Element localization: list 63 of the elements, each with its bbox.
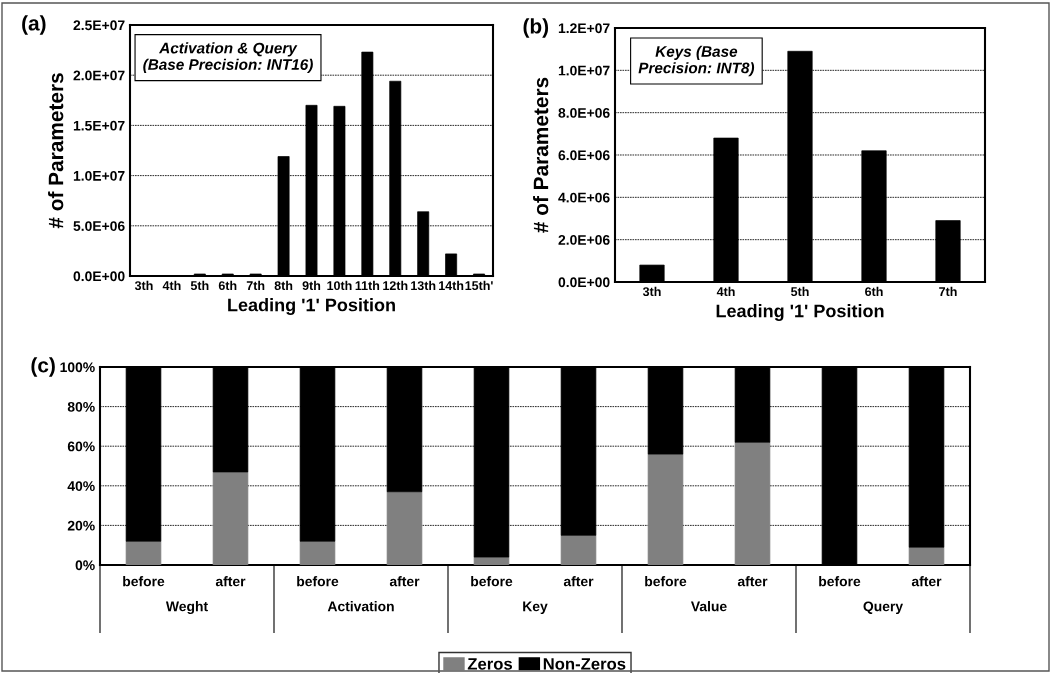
- x-tick-label: after: [737, 576, 768, 587]
- x-tick-label: before: [645, 576, 687, 587]
- text: Value: [690, 601, 727, 612]
- x-tick-label: 7th: [246, 280, 265, 291]
- x-tick-label: 4th: [162, 280, 181, 291]
- legend-label: Non-Zeros: [543, 658, 626, 670]
- x-tick-label: 7th: [939, 286, 957, 297]
- y-axis-title: # of Parameters: [533, 77, 549, 233]
- y-tick-label: 1.0E+07: [73, 170, 125, 181]
- x-tick-label: 13th: [411, 280, 436, 291]
- text: Activation: [327, 601, 394, 612]
- y-tick-label: 0.0E+00: [73, 271, 125, 282]
- y-axis-title: # of Parameters: [48, 73, 64, 229]
- annotation: Activation & Query (Base Precision: INT16): [143, 42, 313, 73]
- x-tick-label: before: [297, 576, 339, 587]
- x-tick-label: after: [563, 576, 594, 587]
- text: Query: [863, 601, 903, 615]
- chart-title: (c): [31, 357, 55, 377]
- x-tick-label: 4th: [716, 286, 735, 297]
- y-tick-label: 1.2E+07: [558, 23, 610, 34]
- x-tick-label: after: [389, 576, 420, 587]
- x-tick-label: 10th: [327, 280, 352, 291]
- x-tick-label: 5th: [190, 280, 209, 291]
- x-tick-label: 11th: [355, 280, 380, 291]
- y-tick-label: 4.0E+06: [558, 192, 610, 203]
- x-tick-label: before: [123, 576, 165, 587]
- y-tick-label: 20%: [67, 520, 95, 531]
- y-tick-label: 8.0E+06: [558, 108, 610, 118]
- y-tick-label: 2.0E+06: [558, 235, 610, 245]
- x-axis-title: Leading '1' Position: [228, 298, 395, 315]
- y-tick-label: 5.0E+06: [73, 221, 125, 231]
- x-tick-label: 6th: [865, 286, 883, 297]
- x-tick-label: 14th: [439, 280, 464, 291]
- y-tick-label: 1.0E+07: [558, 65, 610, 76]
- y-tick-label: 60%: [67, 441, 95, 452]
- x-tick-label: 8th: [274, 280, 293, 291]
- y-tick-label: 80%: [67, 401, 95, 412]
- y-tick-label: 2.5E+07: [73, 20, 125, 31]
- y-tick-label: 0.0E+00: [558, 277, 610, 288]
- x-tick-label: 6th: [218, 280, 237, 291]
- text: Weght: [165, 601, 208, 615]
- chart-title: (a): [22, 15, 46, 35]
- x-tick-label: after: [215, 576, 246, 587]
- x-tick-label: before: [819, 576, 861, 587]
- x-tick-label: 12th: [383, 280, 408, 291]
- x-tick-label: 9th: [302, 280, 321, 291]
- chart-title: (b): [523, 18, 549, 38]
- annotation: Keys (Base Precision: INT8): [638, 45, 755, 77]
- y-tick-label: 0%: [75, 560, 95, 571]
- x-tick-label: 15th': [465, 280, 493, 291]
- x-tick-label: before: [471, 576, 513, 587]
- x-tick-label: 3th: [134, 280, 153, 291]
- x-tick-label: after: [911, 576, 942, 587]
- legend-label: Zeros: [467, 658, 513, 670]
- text: Key: [523, 601, 548, 615]
- y-tick-label: 100%: [60, 362, 95, 373]
- x-axis-title: Leading '1' Position: [716, 304, 884, 321]
- y-tick-label: 2.0E+07: [73, 70, 125, 81]
- y-tick-label: 1.5E+07: [73, 120, 125, 131]
- y-tick-label: 40%: [67, 481, 95, 491]
- x-tick-label: 3th: [642, 286, 661, 297]
- y-tick-label: 6.0E+06: [558, 150, 610, 161]
- x-tick-label: 5th: [791, 286, 809, 297]
